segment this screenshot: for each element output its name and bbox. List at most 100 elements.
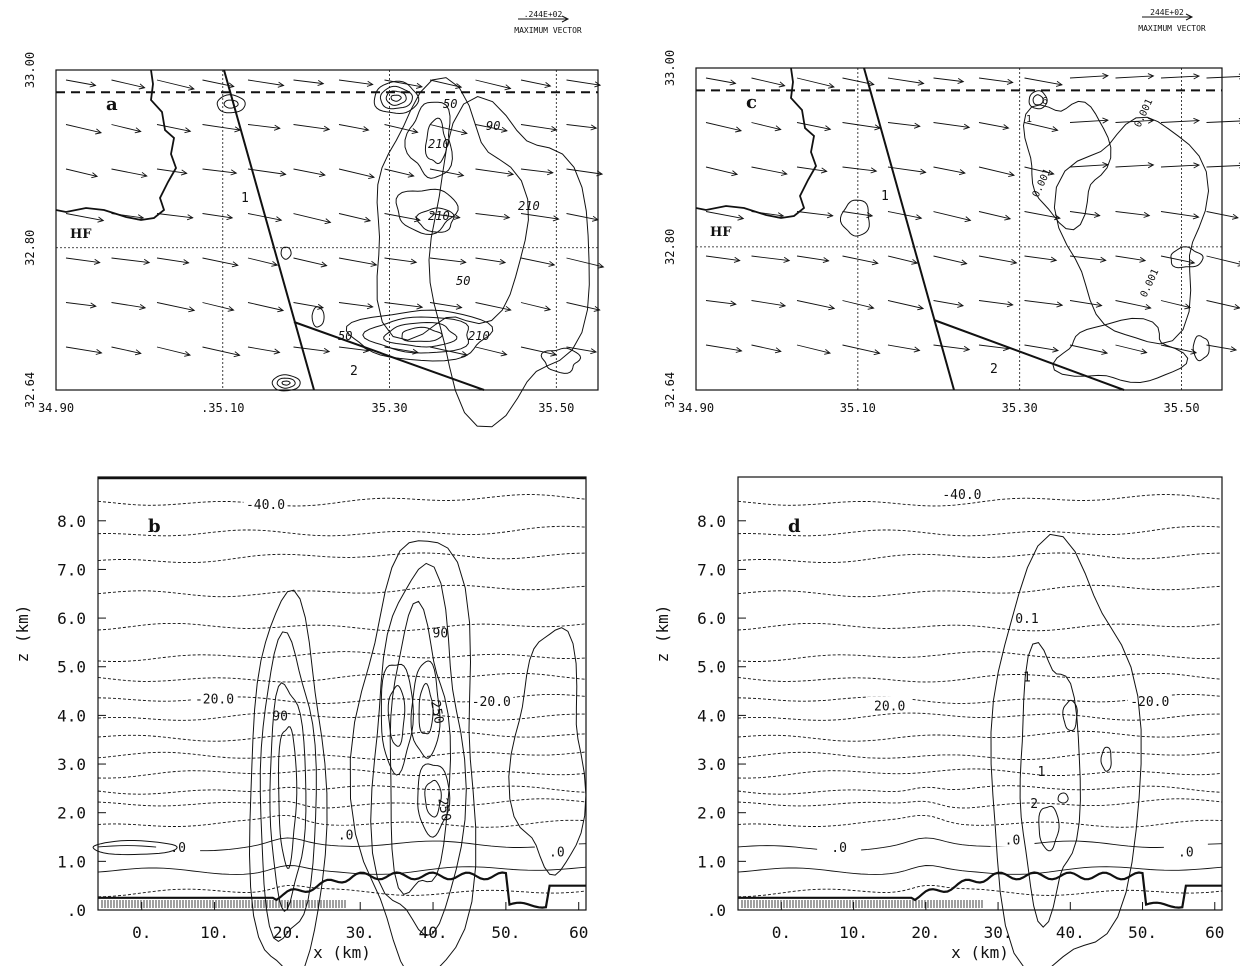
wind-vector — [111, 213, 144, 219]
wind-vector-head — [95, 349, 103, 355]
wind-vector — [111, 346, 141, 354]
wind-vector — [978, 344, 1009, 350]
contour — [1032, 94, 1044, 106]
wind-vector — [1115, 344, 1147, 354]
wind-vector — [1069, 255, 1106, 261]
wind-vector — [247, 257, 278, 266]
wind-vector — [842, 166, 877, 172]
wind-vector — [1024, 122, 1058, 131]
wind-vector-head — [1047, 169, 1055, 176]
temperature-isoline — [737, 768, 1223, 779]
wind-vector — [247, 124, 280, 129]
wind-vector — [887, 255, 918, 264]
max-vector-value: .244E+02 — [524, 10, 563, 19]
wind-vector-head — [370, 260, 378, 267]
temperature-isoline — [97, 884, 587, 898]
wind-vector-head — [960, 259, 968, 266]
contour — [387, 684, 406, 747]
wind-vector — [1206, 255, 1240, 265]
contour — [223, 99, 239, 109]
wind-vector — [796, 166, 827, 172]
content-label: 90 — [272, 709, 288, 724]
wind-vector — [1024, 255, 1057, 261]
wind-vector — [520, 302, 551, 311]
contour — [281, 380, 291, 386]
wind-vector — [338, 168, 375, 178]
station-label-hf: HF — [710, 225, 732, 240]
wind-vector-head — [913, 346, 921, 353]
isoline-label-bg — [192, 689, 237, 706]
x-tick-label: 20. — [911, 923, 940, 942]
wind-vector-head — [1002, 124, 1010, 131]
contour — [840, 199, 870, 237]
wind-vector-head — [366, 80, 374, 87]
contour — [362, 316, 469, 354]
temperature-isoline — [737, 494, 1223, 507]
y-tick-label: 7.0 — [697, 560, 726, 579]
contour — [395, 188, 459, 236]
contour — [269, 682, 307, 912]
wind-vector-head — [919, 168, 927, 175]
temperature-isoline — [737, 814, 1223, 828]
wind-vector-head — [826, 212, 834, 219]
terrain-profile — [738, 871, 1222, 909]
wind-vector — [384, 124, 418, 133]
wind-vector — [1206, 120, 1240, 123]
wind-vector-head — [1140, 348, 1148, 355]
wind-vector — [156, 168, 187, 174]
panel-letter: d — [788, 516, 801, 537]
wind-vector — [338, 346, 369, 352]
wind-vector — [705, 166, 738, 175]
wind-vector-head — [362, 126, 370, 133]
isoline-label: .0 — [170, 841, 186, 856]
wind-vector — [384, 168, 414, 177]
temperature-isoline — [97, 751, 587, 760]
wind-vector-head — [188, 84, 195, 91]
wind-vector — [796, 122, 831, 130]
wind-vector — [111, 257, 150, 264]
contour-label: 0.001 — [1139, 267, 1162, 299]
wind-vector-head — [737, 214, 745, 221]
y-tick-label: 33.00 — [663, 50, 677, 86]
wind-vector — [842, 255, 878, 264]
wind-vector — [705, 255, 740, 262]
isoline-label-bg — [156, 837, 201, 854]
wind-vector — [202, 213, 233, 219]
wind-vector-head — [89, 302, 97, 309]
wind-vector — [384, 302, 423, 308]
contour — [276, 377, 296, 389]
wind-vector — [1160, 164, 1199, 168]
isoline-label-bg — [243, 494, 288, 511]
boundary-line-2 — [933, 319, 1125, 391]
wind-vector-head — [590, 348, 598, 355]
ground-hatching — [741, 900, 983, 908]
wind-vector — [978, 300, 1013, 306]
contour — [379, 85, 413, 110]
map-frame — [55, 69, 599, 391]
temperature-isoline — [737, 785, 1223, 795]
contour — [1170, 246, 1204, 269]
wind-vector-head — [1193, 162, 1201, 169]
wind-vector — [1206, 165, 1240, 168]
wind-vector — [247, 168, 286, 175]
wind-vector-head — [134, 349, 142, 356]
wind-vector-head — [963, 345, 971, 352]
contour — [277, 726, 298, 869]
wind-vector-head — [227, 305, 235, 312]
wind-vector — [520, 257, 555, 266]
x-tick-label: 60 — [1205, 923, 1224, 942]
wind-vector-head — [873, 349, 881, 356]
wind-vector-head — [503, 213, 511, 220]
wind-vector-head — [1052, 346, 1060, 353]
wind-vector — [1206, 211, 1238, 219]
content-label: 1 — [1023, 670, 1031, 685]
x-tick-label: 0. — [772, 923, 791, 942]
wind-vector-head — [95, 128, 102, 135]
wind-vector-head — [1230, 346, 1238, 353]
wind-vector-head — [137, 214, 145, 221]
panel-a-map: 34.90 .35.10 35.30 35.50 33.00 32.80 32.64 .244… — [23, 10, 605, 428]
wind-vector — [751, 77, 785, 87]
wind-vector — [705, 122, 742, 132]
boundary-line-1 — [223, 69, 315, 391]
wind-vector — [520, 213, 559, 220]
